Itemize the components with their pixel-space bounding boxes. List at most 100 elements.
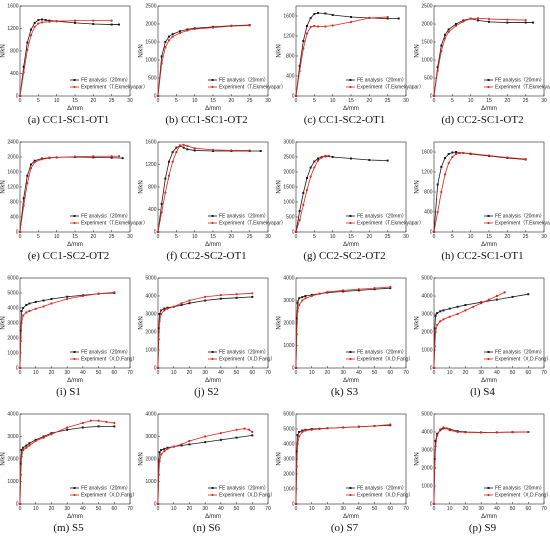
y-tick-label: 400	[286, 74, 295, 80]
experiment-data-point	[171, 35, 174, 38]
experiment-data-point	[506, 156, 509, 159]
fe-data-point	[434, 314, 437, 317]
fe-data-point	[259, 150, 262, 152]
fe-data-point	[157, 327, 160, 330]
legend-experiment-label: Experiment（X.D.Fang）	[495, 357, 550, 363]
fe-data-point	[193, 149, 196, 152]
x-tick-label: 60	[112, 370, 118, 376]
experiment-data-point	[22, 204, 25, 207]
x-tick-label: 50	[372, 370, 378, 376]
experiment-data-point	[180, 443, 183, 446]
fe-data-point	[179, 30, 181, 33]
x-tick-label: 30	[127, 234, 133, 240]
y-tick-label: 1200	[421, 170, 432, 176]
experiment-data-point	[157, 338, 160, 341]
chart-panel: 0 5 10 15 20 25 30 0 500 1000 1500 2000 2500 3000 Δ/mm…	[276, 136, 424, 270]
y-tick-label: 2500	[283, 155, 294, 161]
y-tick-label: 3000	[283, 457, 294, 463]
fe-data-point	[331, 156, 334, 158]
fe-data-point	[180, 304, 183, 306]
fe-data-point	[251, 295, 254, 298]
legend-fe-label: FE analysis（20mm）	[219, 78, 269, 84]
experiment-data-point	[433, 345, 436, 348]
x-tick-label: 20	[229, 234, 235, 240]
y-tick-label: 1600	[283, 14, 294, 20]
x-tick-label: 30	[478, 506, 484, 512]
fe-data-point	[41, 18, 43, 21]
x-tick-label: 10	[54, 234, 60, 240]
fe-data-point	[163, 447, 166, 450]
x-tick-label: 20	[463, 506, 469, 512]
fe-data-point	[302, 40, 305, 42]
legend-experiment-label: Experiment（X.D.Fang）	[219, 357, 275, 363]
experiment-data-point	[164, 46, 167, 49]
experiment-data-point	[464, 309, 467, 312]
experiment-data-point	[447, 161, 450, 165]
y-tick-label: 2500	[421, 4, 432, 10]
y-tick-label: 0	[154, 94, 157, 100]
experiment-data-point	[456, 312, 459, 316]
x-tick-label: 30	[340, 506, 346, 512]
x-tick-label: 5	[175, 98, 178, 104]
y-axis-label: N/kN	[139, 316, 145, 329]
experiment-data-point	[342, 426, 345, 429]
x-tick-label: 20	[325, 506, 331, 512]
experiment-data-point	[171, 160, 174, 163]
fe-data-point	[455, 23, 457, 25]
fe-data-point	[188, 443, 191, 446]
experiment-data-point	[19, 339, 22, 343]
y-axis-label: N/kN	[139, 452, 145, 465]
fe-data-point	[298, 65, 301, 67]
x-tick-label: 0	[433, 234, 436, 240]
experiment-data-point	[211, 26, 215, 29]
experiment-data-point	[33, 161, 36, 164]
fe-data-point	[171, 33, 174, 36]
fe-data-point	[121, 157, 124, 160]
y-tick-label: 2000	[7, 336, 18, 342]
chart-caption: (a) CC1-SC1-OT1	[27, 114, 110, 126]
y-tick-label: 4000	[421, 294, 432, 300]
x-tick-label: 50	[234, 370, 240, 376]
x-axis-label: Δ/mm	[343, 242, 359, 248]
y-tick-label: 1000	[145, 58, 156, 64]
fe-data-point	[22, 307, 25, 309]
experiment-data-point	[55, 156, 58, 159]
experiment-data-point	[42, 436, 45, 439]
experiment-data-point	[373, 287, 376, 290]
fe-data-point	[48, 19, 51, 22]
x-tick-label: 0	[157, 506, 160, 512]
y-axis-label: N/kN	[415, 44, 421, 57]
experiment-data-point	[386, 15, 389, 19]
y-tick-label: 800	[148, 185, 157, 191]
y-tick-label: 0	[16, 502, 19, 508]
chart-svg: 0 5 10 15 20 25 30 0 500 1000 1500 2000 2500 3000 Δ/mm…	[277, 140, 424, 248]
x-tick-label: 15	[486, 98, 492, 104]
x-tick-label: 5	[37, 234, 40, 240]
x-tick-label: 50	[234, 506, 240, 512]
chart-svg: 0 10 20 30 40 50 60 70 0 1000 2000 3000 4000 5000 6000…	[1, 276, 138, 384]
y-tick-label: 1200	[7, 185, 18, 191]
x-tick-label: 60	[388, 506, 394, 512]
y-tick-label: 1600	[7, 4, 18, 10]
experiment-data-point	[296, 442, 299, 446]
experiment-data-point	[373, 424, 376, 428]
experiment-data-point	[302, 203, 305, 207]
fe-data-point	[30, 28, 32, 31]
experiment-data-point	[178, 31, 182, 35]
experiment-data-point	[464, 431, 467, 434]
fe-series-line	[19, 19, 119, 97]
y-tick-label: 1200	[145, 162, 156, 168]
fe-data-point	[448, 307, 451, 310]
experiment-data-point	[110, 19, 113, 22]
legend-fe-label: FE analysis（20mm）	[81, 214, 131, 220]
x-tick-label: 0	[295, 370, 298, 376]
fe-data-point	[524, 21, 527, 24]
experiment-data-point	[456, 430, 459, 434]
x-tick-label: 0	[433, 506, 436, 512]
experiment-data-point	[20, 321, 23, 325]
experiment-data-point	[163, 309, 166, 312]
fe-data-point	[436, 432, 439, 435]
x-axis-label: Δ/mm	[67, 514, 83, 520]
experiment-data-point	[304, 429, 307, 432]
y-tick-label: 400	[148, 207, 157, 213]
